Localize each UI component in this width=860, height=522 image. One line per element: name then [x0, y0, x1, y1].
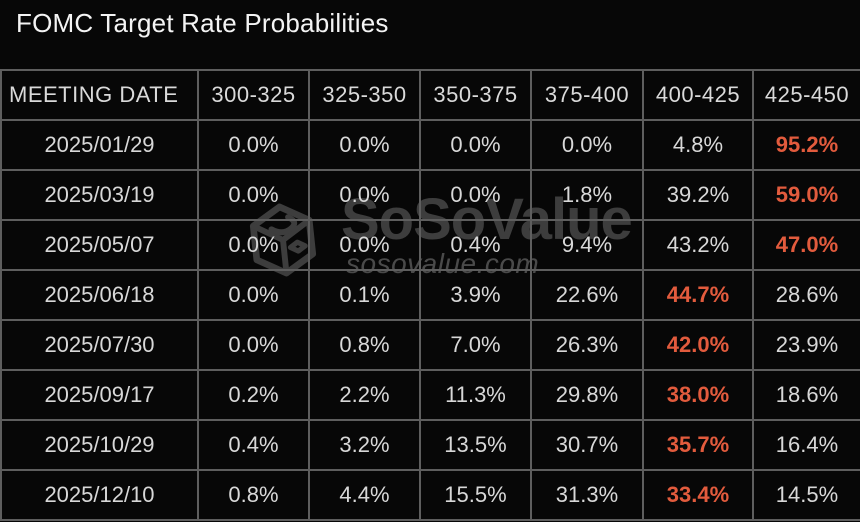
probability-cell: 0.0% [197, 169, 310, 221]
meeting-date-cell: 2025/12/10 [0, 469, 199, 521]
probability-cell: 59.0% [752, 169, 860, 221]
rate-range-header: 400-425 [642, 69, 754, 121]
probability-cell: 1.8% [530, 169, 644, 221]
probability-cell: 0.4% [197, 419, 310, 471]
probability-cell: 0.4% [419, 219, 532, 271]
table-row: 2025/03/19 0.0% 0.0% 0.0% 1.8% 39.2% 59.0% [0, 169, 860, 221]
probability-cell: 30.7% [530, 419, 644, 471]
probability-cell: 0.0% [197, 319, 310, 371]
probability-cell: 39.2% [642, 169, 754, 221]
rate-range-header: 375-400 [530, 69, 644, 121]
rate-range-header: 325-350 [308, 69, 421, 121]
probability-cell: 95.2% [752, 119, 860, 171]
probability-cell: 0.0% [530, 119, 644, 171]
probability-cell: 0.0% [197, 219, 310, 271]
probability-cell: 38.0% [642, 369, 754, 421]
meeting-date-cell: 2025/07/30 [0, 319, 199, 371]
probability-cell: 42.0% [642, 319, 754, 371]
meeting-date-cell: 2025/10/29 [0, 419, 199, 471]
probability-cell: 3.9% [419, 269, 532, 321]
probability-cell: 13.5% [419, 419, 532, 471]
probabilities-table-container: SoSoValue sosovalue.com MEETING DATE 300-… [0, 69, 860, 522]
probability-cell: 18.6% [752, 369, 860, 421]
probability-cell: 23.9% [752, 319, 860, 371]
probability-cell: 29.8% [530, 369, 644, 421]
probability-cell: 7.0% [419, 319, 532, 371]
table-row: 2025/06/18 0.0% 0.1% 3.9% 22.6% 44.7% 28.6% [0, 269, 860, 321]
probability-cell: 9.4% [530, 219, 644, 271]
table-row: 2025/01/29 0.0% 0.0% 0.0% 0.0% 4.8% 95.2% [0, 119, 860, 171]
probability-cell: 0.1% [308, 269, 421, 321]
rate-range-header: 300-325 [197, 69, 310, 121]
table-row: 2025/09/17 0.2% 2.2% 11.3% 29.8% 38.0% 18.6% [0, 369, 860, 421]
meeting-date-header: MEETING DATE [0, 69, 199, 121]
probability-cell: 2.2% [308, 369, 421, 421]
meeting-date-cell: 2025/01/29 [0, 119, 199, 171]
probability-cell: 0.8% [308, 319, 421, 371]
probability-cell: 22.6% [530, 269, 644, 321]
probability-cell: 3.2% [308, 419, 421, 471]
meeting-date-cell: 2025/03/19 [0, 169, 199, 221]
probability-cell: 0.2% [197, 369, 310, 421]
rate-range-header: 350-375 [419, 69, 532, 121]
probability-cell: 0.0% [197, 119, 310, 171]
meeting-date-cell: 2025/06/18 [0, 269, 199, 321]
probability-cell: 28.6% [752, 269, 860, 321]
meeting-date-cell: 2025/05/07 [0, 219, 199, 271]
probability-cell: 0.0% [308, 119, 421, 171]
probability-cell: 14.5% [752, 469, 860, 521]
probability-cell: 15.5% [419, 469, 532, 521]
table-row: 2025/12/10 0.8% 4.4% 15.5% 31.3% 33.4% 14.5% [0, 469, 860, 521]
probability-cell: 11.3% [419, 369, 532, 421]
meeting-date-cell: 2025/09/17 [0, 369, 199, 421]
fomc-probabilities-table: MEETING DATE 300-325 325-350 350-375 375-400… [0, 69, 860, 521]
table-row: 2025/07/30 0.0% 0.8% 7.0% 26.3% 42.0% 23.9% [0, 319, 860, 371]
probability-cell: 0.0% [419, 169, 532, 221]
probability-cell: 44.7% [642, 269, 754, 321]
probability-cell: 0.0% [308, 219, 421, 271]
probability-cell: 35.7% [642, 419, 754, 471]
page-title: FOMC Target Rate Probabilities [16, 8, 389, 38]
probability-cell: 0.0% [419, 119, 532, 171]
probability-cell: 0.0% [197, 269, 310, 321]
table-header-row: MEETING DATE 300-325 325-350 350-375 375-400… [0, 69, 860, 121]
table-row: 2025/05/07 0.0% 0.0% 0.4% 9.4% 43.2% 47.0% [0, 219, 860, 271]
rate-range-header: 425-450 [752, 69, 860, 121]
probability-cell: 43.2% [642, 219, 754, 271]
probability-cell: 16.4% [752, 419, 860, 471]
table-row: 2025/10/29 0.4% 3.2% 13.5% 30.7% 35.7% 16.4% [0, 419, 860, 471]
probability-cell: 33.4% [642, 469, 754, 521]
probability-cell: 4.4% [308, 469, 421, 521]
probability-cell: 0.0% [308, 169, 421, 221]
probability-cell: 31.3% [530, 469, 644, 521]
probability-cell: 26.3% [530, 319, 644, 371]
probability-cell: 0.8% [197, 469, 310, 521]
probability-cell: 47.0% [752, 219, 860, 271]
probability-cell: 4.8% [642, 119, 754, 171]
